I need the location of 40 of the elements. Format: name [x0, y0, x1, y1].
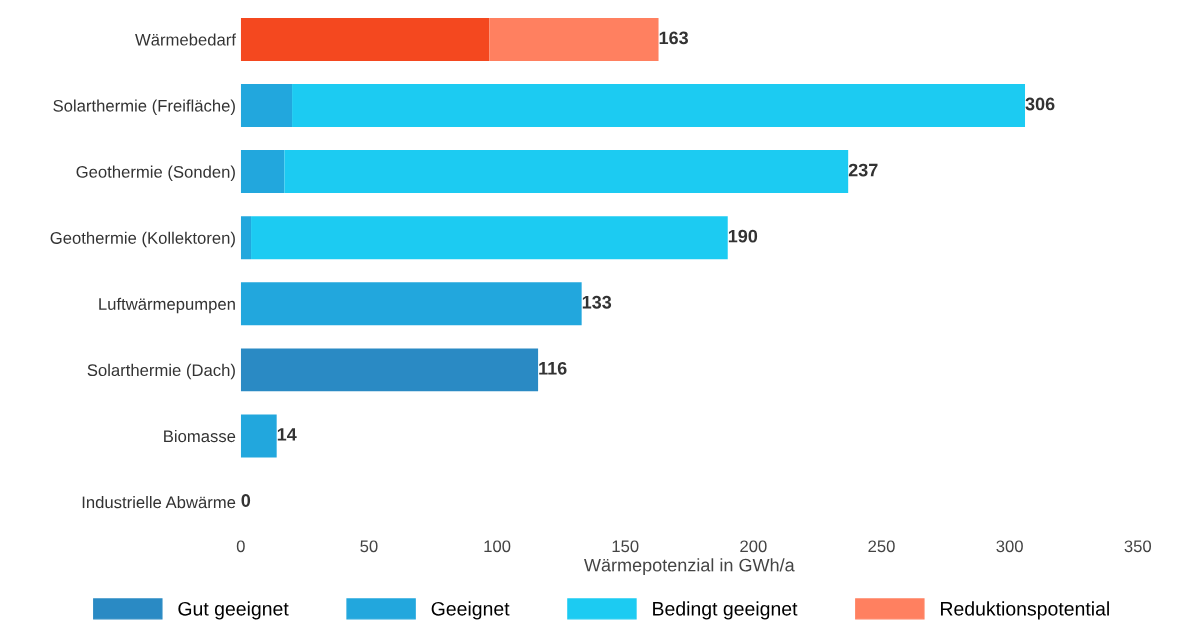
total-label: 237	[848, 163, 878, 177]
x-tick-label: 250	[868, 540, 895, 553]
bar	[240, 17, 490, 61]
y-tick-label: Geothermie (Sonden)	[76, 165, 235, 182]
x-tick-label: 200	[740, 540, 767, 553]
total-label: 133	[582, 295, 612, 309]
total-label: 190	[728, 229, 758, 243]
bar	[240, 414, 277, 458]
x-tick-label: 300	[996, 540, 1023, 553]
total-label: 163	[659, 31, 689, 45]
bar	[251, 216, 728, 260]
x-tick-label: 100	[484, 540, 511, 553]
y-tick-label: Geothermie (Kollektoren)	[50, 231, 235, 248]
bar	[240, 348, 539, 392]
y-tick-label: Solarthermie (Freifläche)	[53, 99, 235, 115]
bar	[284, 150, 849, 194]
y-tick-label: Luftwärmepumpen	[99, 297, 235, 314]
total-label: 306	[1025, 97, 1055, 111]
bar	[292, 84, 1026, 127]
y-tick-label: Wärmebedarf	[135, 33, 236, 46]
bar	[240, 282, 582, 326]
x-tick-label: 150	[612, 540, 639, 553]
x-axis-title: Wärmepotenzial in GWh/a	[584, 558, 795, 576]
bar	[240, 216, 252, 260]
legend-label: Reduktionspotential	[941, 601, 1109, 620]
bar	[240, 150, 285, 194]
y-tick-label: Industrielle Abwärme	[82, 496, 236, 509]
x-tick-label: 50	[360, 540, 378, 553]
x-tick-label: 350	[1124, 540, 1152, 553]
bar	[489, 17, 659, 61]
legend-label: Bedingt geeignet	[653, 601, 798, 620]
total-label: 14	[277, 428, 297, 441]
total-label: 0	[241, 494, 251, 507]
total-label: 116	[539, 361, 567, 375]
x-tick-label: 0	[236, 540, 245, 553]
y-tick-label: Solarthermie (Dach)	[87, 363, 235, 380]
bar	[240, 84, 293, 127]
y-tick-label: Biomasse	[164, 429, 236, 443]
legend-label: Geeignet	[431, 601, 510, 620]
legend-label: Gut geeignet	[178, 601, 289, 620]
